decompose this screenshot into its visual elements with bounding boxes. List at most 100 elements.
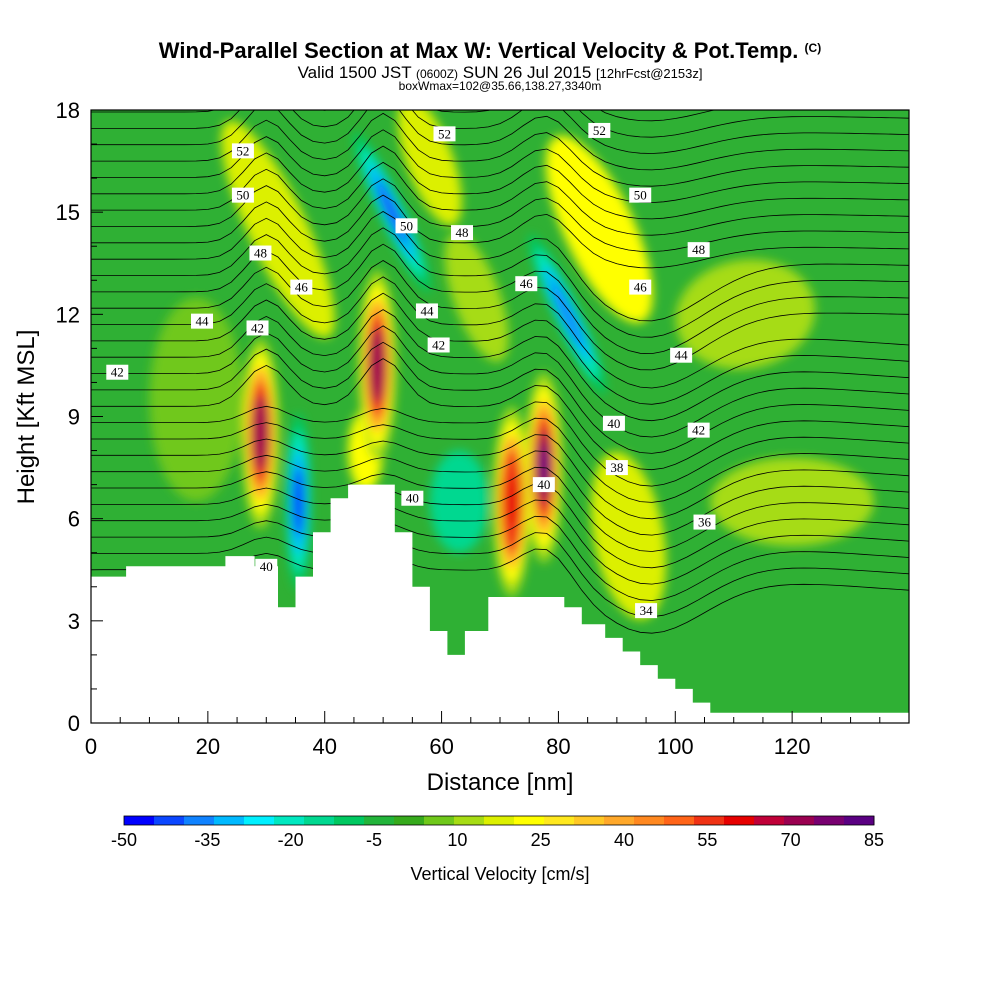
- contour-label: 48: [451, 225, 474, 241]
- contour-label-box: [532, 477, 555, 493]
- colorbar-swatch: [514, 816, 545, 825]
- plot-area: 52 50 48 46 44 42 42 52 50 48 44 42 46 40 40 52 50 48 46 44…: [91, 110, 909, 723]
- isentrope-line: [91, 110, 909, 154]
- isentrope-line: [91, 532, 909, 618]
- field-patch: [545, 135, 653, 323]
- isentrope-line: [91, 211, 909, 322]
- contour-label-box: [687, 422, 710, 438]
- contour-label-box: [191, 313, 214, 329]
- contour-label: 42: [246, 320, 269, 336]
- colorbar-tick-label: -50: [111, 830, 137, 850]
- field-patch: [444, 232, 509, 362]
- contour-label: 42: [687, 422, 710, 438]
- colorbar-swatch: [544, 816, 575, 825]
- contour-label-value: 52: [438, 126, 451, 141]
- contour-label-value: 34: [640, 603, 654, 618]
- contour-label-box: [629, 279, 652, 295]
- colorbar-title: Vertical Velocity [cm/s]: [410, 864, 589, 884]
- colorbar-swatch: [244, 816, 275, 825]
- updraft-core: [372, 341, 382, 390]
- contour-label-value: 44: [196, 314, 210, 329]
- contour-label-value: 46: [295, 280, 309, 295]
- colorbar-swatch: [394, 816, 425, 825]
- colorbar-tick-label: 10: [447, 830, 467, 850]
- contour-label-box: [693, 514, 716, 530]
- isentrope-line: [91, 483, 909, 569]
- contour-label-box: [401, 490, 424, 506]
- colorbar-tick-label: 55: [697, 830, 717, 850]
- isentrope-line: [91, 110, 909, 138]
- isentrope-line: [91, 515, 909, 601]
- colorbar: -50 -35 -20 -5 10 25 40 55 70 85: [111, 815, 884, 850]
- chart-subtitle-2: boxWmax=102@35.66,138.27,3340m: [399, 79, 602, 93]
- terrain-mask: [91, 484, 909, 723]
- contour-label: 46: [515, 276, 538, 292]
- isentrope-line: [91, 260, 909, 371]
- y-tick-label: 6: [68, 507, 80, 532]
- contour-label: 46: [290, 279, 313, 295]
- colorbar-swatch: [694, 816, 725, 825]
- x-tick-label: 0: [85, 734, 97, 759]
- contour-label: 52: [231, 143, 254, 159]
- isentrope-line: [91, 178, 909, 253]
- colorbar-tick-label: 70: [781, 830, 801, 850]
- contour-label-box: [246, 320, 269, 336]
- colorbar-swatch: [334, 816, 365, 825]
- updraft-core: [255, 409, 266, 458]
- contour-label-box: [231, 187, 254, 203]
- colorbar-swatch: [784, 816, 815, 825]
- field-patch: [675, 259, 816, 370]
- contour-label-value: 42: [111, 365, 124, 380]
- y-axis-title: Height [Kft MSL]: [13, 330, 40, 505]
- contour-label: 44: [670, 347, 693, 363]
- isentrope-line: [91, 341, 909, 454]
- colorbar-swatch: [574, 816, 605, 825]
- colorbar-swatch: [304, 816, 335, 825]
- subtitle-part-0: Valid 1500 JST: [298, 63, 416, 82]
- contour-label-box: [635, 603, 658, 619]
- contour-label-box: [255, 558, 278, 574]
- subtitle-part-1: (0600Z): [416, 67, 458, 81]
- contour-label-box: [515, 276, 538, 292]
- isentrope-line: [91, 434, 909, 520]
- field-patch: [710, 457, 874, 546]
- contour-label: 34: [635, 603, 658, 619]
- x-tick-label: 120: [774, 734, 811, 759]
- isentrope-line: [91, 450, 909, 536]
- isentrope-line: [91, 466, 909, 552]
- contour-label-value: 40: [260, 559, 273, 574]
- y-tick-label: 3: [68, 609, 80, 634]
- colorbar-swatch: [454, 816, 485, 825]
- contour-label-value: 48: [254, 246, 267, 261]
- contour-label-value: 38: [610, 460, 623, 475]
- isentrope-line: [91, 129, 909, 204]
- contour-label-value: 44: [675, 348, 689, 363]
- colorbar-swatch: [154, 816, 185, 825]
- contour-label-box: [249, 245, 272, 261]
- isentrope-line: [91, 194, 909, 269]
- isentrope-line: [91, 243, 909, 355]
- contour-label-box: [427, 337, 450, 353]
- contour-label: 40: [255, 558, 278, 574]
- chart-subtitle: Valid 1500 JST (0600Z) SUN 26 Jul 2015 […: [298, 63, 703, 82]
- colorbar-tick-label: -5: [366, 830, 382, 850]
- isentrope-line: [91, 401, 909, 487]
- colorbar-swatch: [124, 816, 155, 825]
- contour-label-value: 52: [593, 123, 606, 138]
- contour-label-box: [687, 242, 710, 258]
- subtitle-part-3: [12hrFcst@2153z]: [596, 66, 702, 81]
- y-tick-label: 15: [56, 200, 80, 225]
- contour-label-value: 48: [692, 242, 705, 257]
- contour-label: 50: [395, 218, 418, 234]
- contour-label: 38: [605, 460, 628, 476]
- contour-label: 50: [629, 187, 652, 203]
- contour-label: 48: [249, 245, 272, 261]
- subtitle-part-2: SUN 26 Jul 2015: [458, 63, 596, 82]
- isentrope-line: [91, 325, 909, 438]
- chart-title: Wind-Parallel Section at Max W: Vertical…: [159, 38, 821, 63]
- x-tick-label: 20: [196, 734, 220, 759]
- contour-label-value: 50: [634, 188, 647, 203]
- contour-label-value: 44: [420, 303, 434, 318]
- contour-label: 50: [231, 187, 254, 203]
